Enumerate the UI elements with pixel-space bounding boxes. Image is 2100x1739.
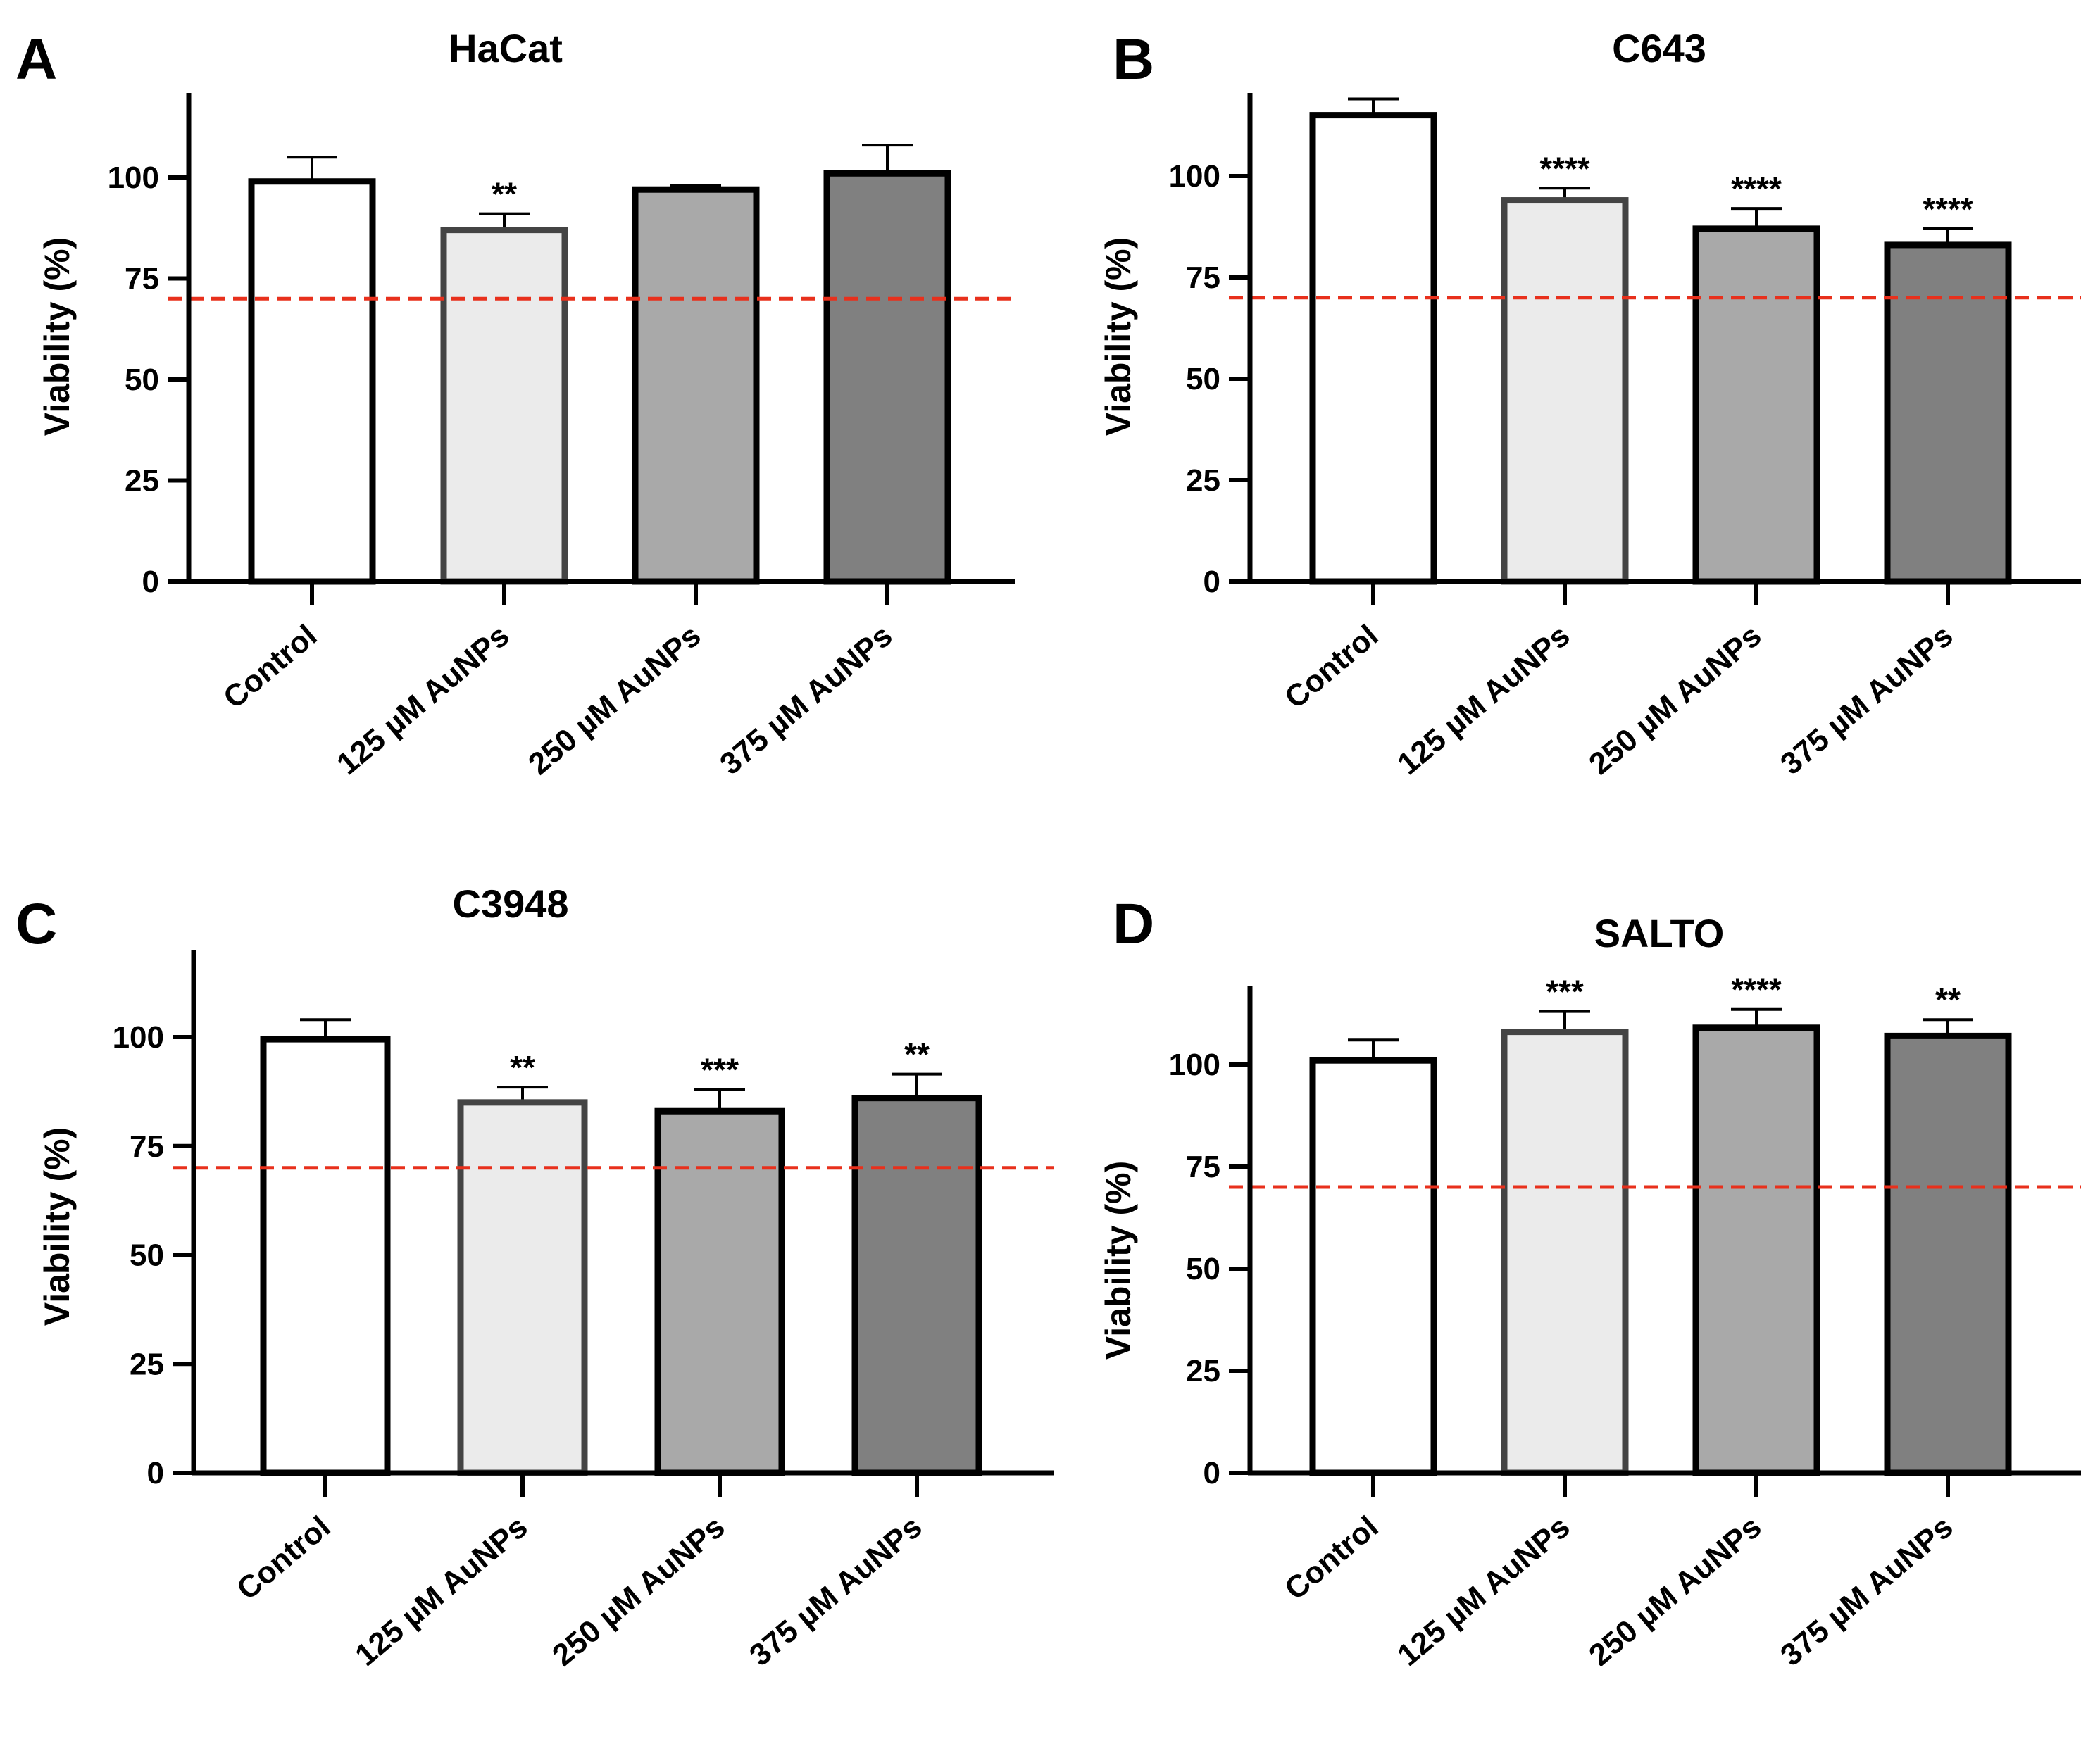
panel-letter: C	[15, 892, 57, 956]
x-tick-label: 375 µM AuNPs	[743, 1509, 928, 1673]
x-tick-label: Control	[1278, 1509, 1385, 1607]
y-tick-label: 75	[130, 1129, 164, 1164]
chart-title: HaCat	[449, 26, 563, 70]
x-tick-label: 125 µM AuNPs	[1391, 1509, 1576, 1673]
y-tick-label: 75	[1186, 1150, 1220, 1184]
y-tick-label: 50	[125, 363, 159, 397]
chart-title: C3948	[452, 881, 568, 926]
y-axis-label: Viability (%)	[37, 1127, 77, 1326]
bar	[457, 1099, 588, 1476]
bar	[632, 186, 760, 585]
x-tick-label: 125 µM AuNPs	[330, 618, 515, 781]
bar	[1309, 112, 1437, 585]
bar	[1692, 1024, 1820, 1476]
panel-letter: B	[1113, 27, 1154, 92]
bar	[1692, 225, 1820, 585]
panel-letter: A	[15, 27, 57, 92]
x-tick-label: Control	[230, 1509, 337, 1607]
bar	[1501, 1029, 1629, 1476]
y-tick-label: 0	[1204, 1456, 1220, 1490]
bar	[654, 1107, 785, 1476]
chart-title: C643	[1612, 26, 1706, 70]
bar	[440, 227, 568, 585]
bar	[248, 178, 376, 585]
bar	[260, 1036, 391, 1476]
y-tick-label: 0	[147, 1456, 164, 1490]
x-tick-label: 375 µM AuNPs	[1774, 1509, 1959, 1673]
y-tick-label: 100	[1169, 159, 1220, 194]
x-tick-label: 125 µM AuNPs	[1391, 618, 1576, 781]
significance-label: ***	[1546, 974, 1584, 1010]
significance-label: **	[904, 1036, 930, 1073]
y-tick-label: 100	[108, 161, 159, 195]
y-tick-label: 25	[1186, 463, 1220, 498]
x-tick-label: 250 µM AuNPs	[546, 1509, 731, 1673]
chart-panel-a: A HaCat Viability (%) ** 0 25 50 75 100 Control 12…	[15, 26, 1015, 781]
x-tick-label: 375 µM AuNPs	[1774, 618, 1959, 781]
x-tick-label: Control	[1278, 618, 1385, 715]
y-tick-label: 25	[125, 464, 159, 498]
y-tick-label: 25	[130, 1347, 164, 1381]
y-tick-label: 0	[1204, 565, 1220, 599]
bar	[1884, 1032, 2012, 1476]
significance-label: **	[510, 1049, 535, 1086]
chart-title: SALTO	[1594, 911, 1725, 955]
bar	[823, 170, 951, 585]
y-tick-label: 100	[1169, 1048, 1220, 1082]
panel-letter: D	[1113, 892, 1154, 956]
y-axis-label: Viability (%)	[1099, 237, 1138, 436]
significance-label: **	[492, 176, 517, 213]
bar	[851, 1095, 982, 1476]
significance-label: ***	[701, 1051, 739, 1088]
significance-label: ****	[1731, 972, 1782, 1008]
significance-label: ****	[1923, 191, 1973, 227]
y-tick-label: 50	[1186, 362, 1220, 396]
y-tick-label: 25	[1186, 1354, 1220, 1388]
y-tick-label: 50	[1186, 1252, 1220, 1286]
y-tick-label: 75	[125, 262, 159, 296]
significance-label: **	[1935, 981, 1961, 1018]
significance-label: ****	[1539, 150, 1590, 187]
x-tick-label: 250 µM AuNPs	[522, 618, 707, 781]
y-tick-label: 0	[142, 565, 159, 599]
x-tick-label: 250 µM AuNPs	[1582, 618, 1768, 781]
y-tick-label: 50	[130, 1238, 164, 1273]
x-tick-label: 125 µM AuNPs	[349, 1509, 534, 1673]
significance-label: ****	[1731, 170, 1782, 207]
x-tick-label: 250 µM AuNPs	[1582, 1509, 1768, 1673]
x-tick-label: Control	[217, 618, 323, 715]
y-tick-label: 100	[113, 1020, 164, 1055]
y-axis-label: Viability (%)	[1099, 1161, 1138, 1360]
bar	[1501, 197, 1629, 585]
y-tick-label: 75	[1186, 260, 1220, 295]
bar	[1309, 1057, 1437, 1476]
chart-panel-b: B C643 Viability (%) **** **** **** 0 25 50 75 100…	[1099, 26, 2081, 781]
y-axis-label: Viability (%)	[37, 237, 77, 436]
bar	[1884, 241, 2012, 585]
x-tick-label: 375 µM AuNPs	[713, 618, 899, 781]
